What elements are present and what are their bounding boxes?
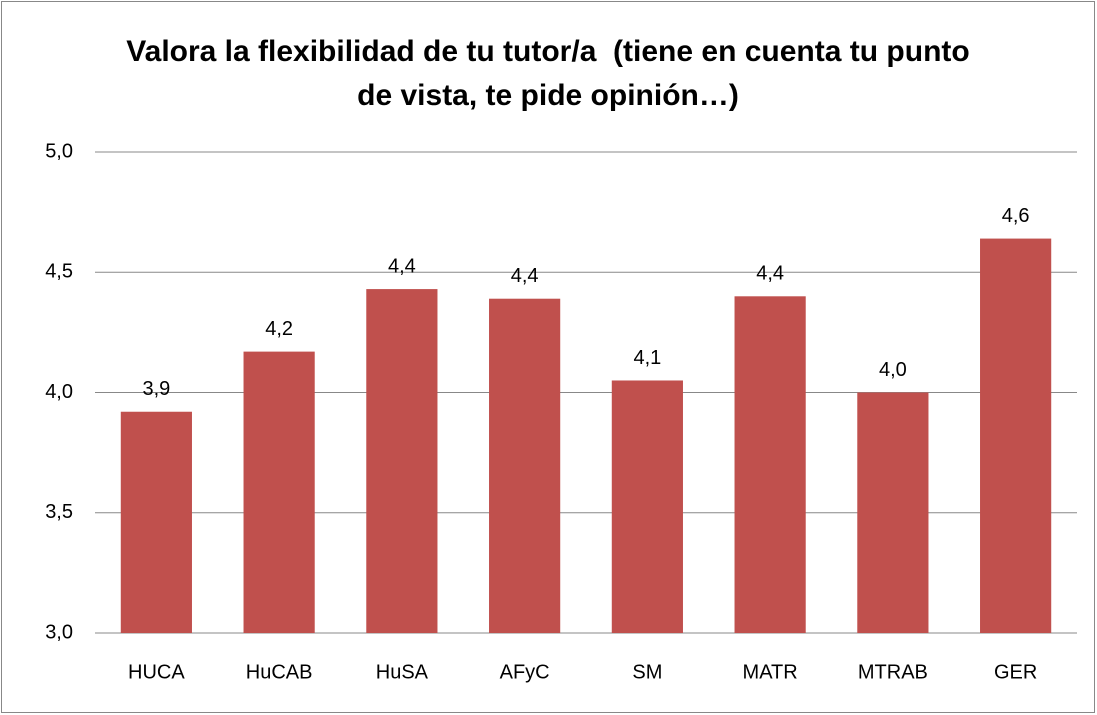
bar: [366, 289, 438, 633]
y-tick-label: 4,0: [45, 381, 73, 403]
y-tick-label: 5,0: [45, 140, 73, 162]
data-label: 4,2: [265, 318, 293, 340]
data-label: 4,1: [633, 347, 661, 369]
bar: [120, 411, 192, 633]
data-label: 4,6: [1002, 205, 1030, 227]
x-tick-label: HuSA: [376, 661, 429, 683]
x-tick-label: MATR: [743, 661, 798, 683]
y-tick-label: 3,5: [45, 501, 73, 523]
x-tick-label: GER: [994, 661, 1037, 683]
y-tick-label: 3,0: [45, 621, 73, 643]
data-label: 4,0: [879, 359, 907, 381]
x-tick-label: SM: [632, 661, 662, 683]
y-tick-label: 4,5: [45, 261, 73, 283]
x-tick-label: MTRAB: [858, 661, 928, 683]
chart-title: Valora la flexibilidad de tu tutor/a (ti…: [126, 35, 979, 112]
data-label: 4,4: [511, 265, 539, 287]
data-label: 4,4: [388, 255, 416, 277]
bar: [980, 238, 1052, 633]
bar: [734, 296, 806, 633]
bar: [489, 298, 561, 633]
bar: [611, 380, 683, 633]
bar: [857, 392, 929, 633]
x-tick-label: HUCA: [128, 661, 185, 683]
data-label: 3,9: [142, 378, 170, 400]
x-tick-label: AFyC: [500, 661, 550, 683]
data-label: 4,4: [756, 263, 784, 285]
bar: [243, 351, 315, 633]
x-tick-label: HuCAB: [246, 661, 313, 683]
